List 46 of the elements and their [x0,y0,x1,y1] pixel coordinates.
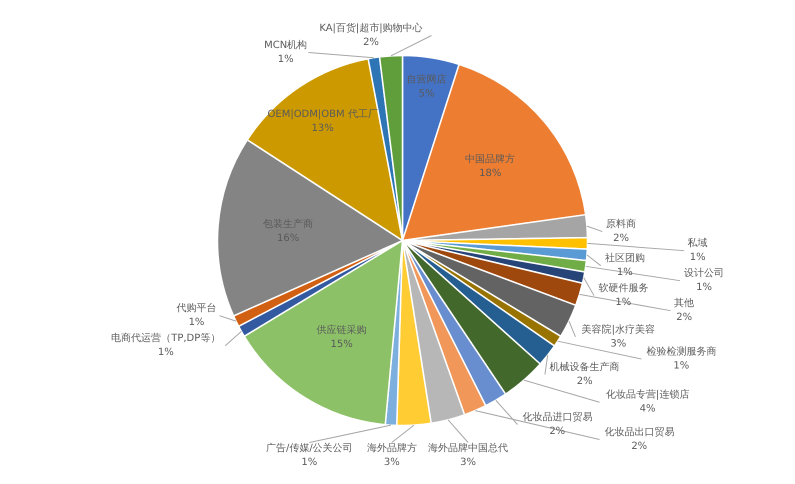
slice-label: 海外品牌方 [366,442,417,454]
data-label: 2% [631,441,648,452]
data-label: 1% [615,297,632,308]
slice-label: 化妆品专营|连锁店 [606,388,690,401]
data-label: 2% [576,376,593,388]
data-label: 3% [460,457,476,468]
slice-label: 原料商 [606,218,636,230]
data-label: 3% [384,457,400,468]
data-label: 2% [676,312,692,324]
slice-label: OEM|ODM|OBM 代工厂 [268,108,378,120]
data-label: 13% [312,122,334,134]
data-label: 1% [673,360,690,372]
slice-label: 私域 [688,237,708,250]
slice-label: KA|百货|超市|购物中心 [319,22,423,34]
data-label: 1% [301,457,318,468]
data-label: 1% [278,54,294,65]
slice-label: 检验检测服务商 [646,346,716,358]
data-label: 2% [363,37,379,48]
data-label: 2% [613,233,629,244]
slice-label: MCN机构 [264,39,308,51]
data-label: 1% [690,252,706,264]
slice-label: 化妆品进口贸易 [522,411,592,423]
slice-label: 设计公司 [684,267,724,280]
slice-label: 美容院|水疗美容 [582,323,655,336]
data-label: 1% [616,267,633,278]
data-label: 3% [610,338,626,350]
data-label: 4% [640,404,656,415]
slice-label: 自营网店 [406,73,447,86]
slice-label: 广告/传媒/公关公司 [266,442,353,454]
slice-label: 供应链采购 [316,324,367,336]
slice-label: 代购平台 [176,302,216,314]
slice-label: 电商代运营（TP,DP等） [111,332,220,344]
slice-label: 海外品牌中国总代 [428,442,508,454]
data-label: 1% [158,347,174,358]
data-label: 1% [696,282,712,294]
slice-label: 社区团购 [604,252,645,264]
slice-label: 其他 [674,297,694,310]
data-label: 15% [330,339,353,350]
slice-label: 中国品牌方 [465,153,516,166]
slice-label: 机械设备生产商 [550,361,620,374]
data-label: 18% [479,168,502,180]
data-label: 2% [549,426,566,437]
data-label: 5% [418,88,435,100]
slice-label: 化妆品出口贸易 [604,426,674,438]
data-label: 1% [188,317,204,328]
slice-label: 软硬件服务 [598,282,648,294]
